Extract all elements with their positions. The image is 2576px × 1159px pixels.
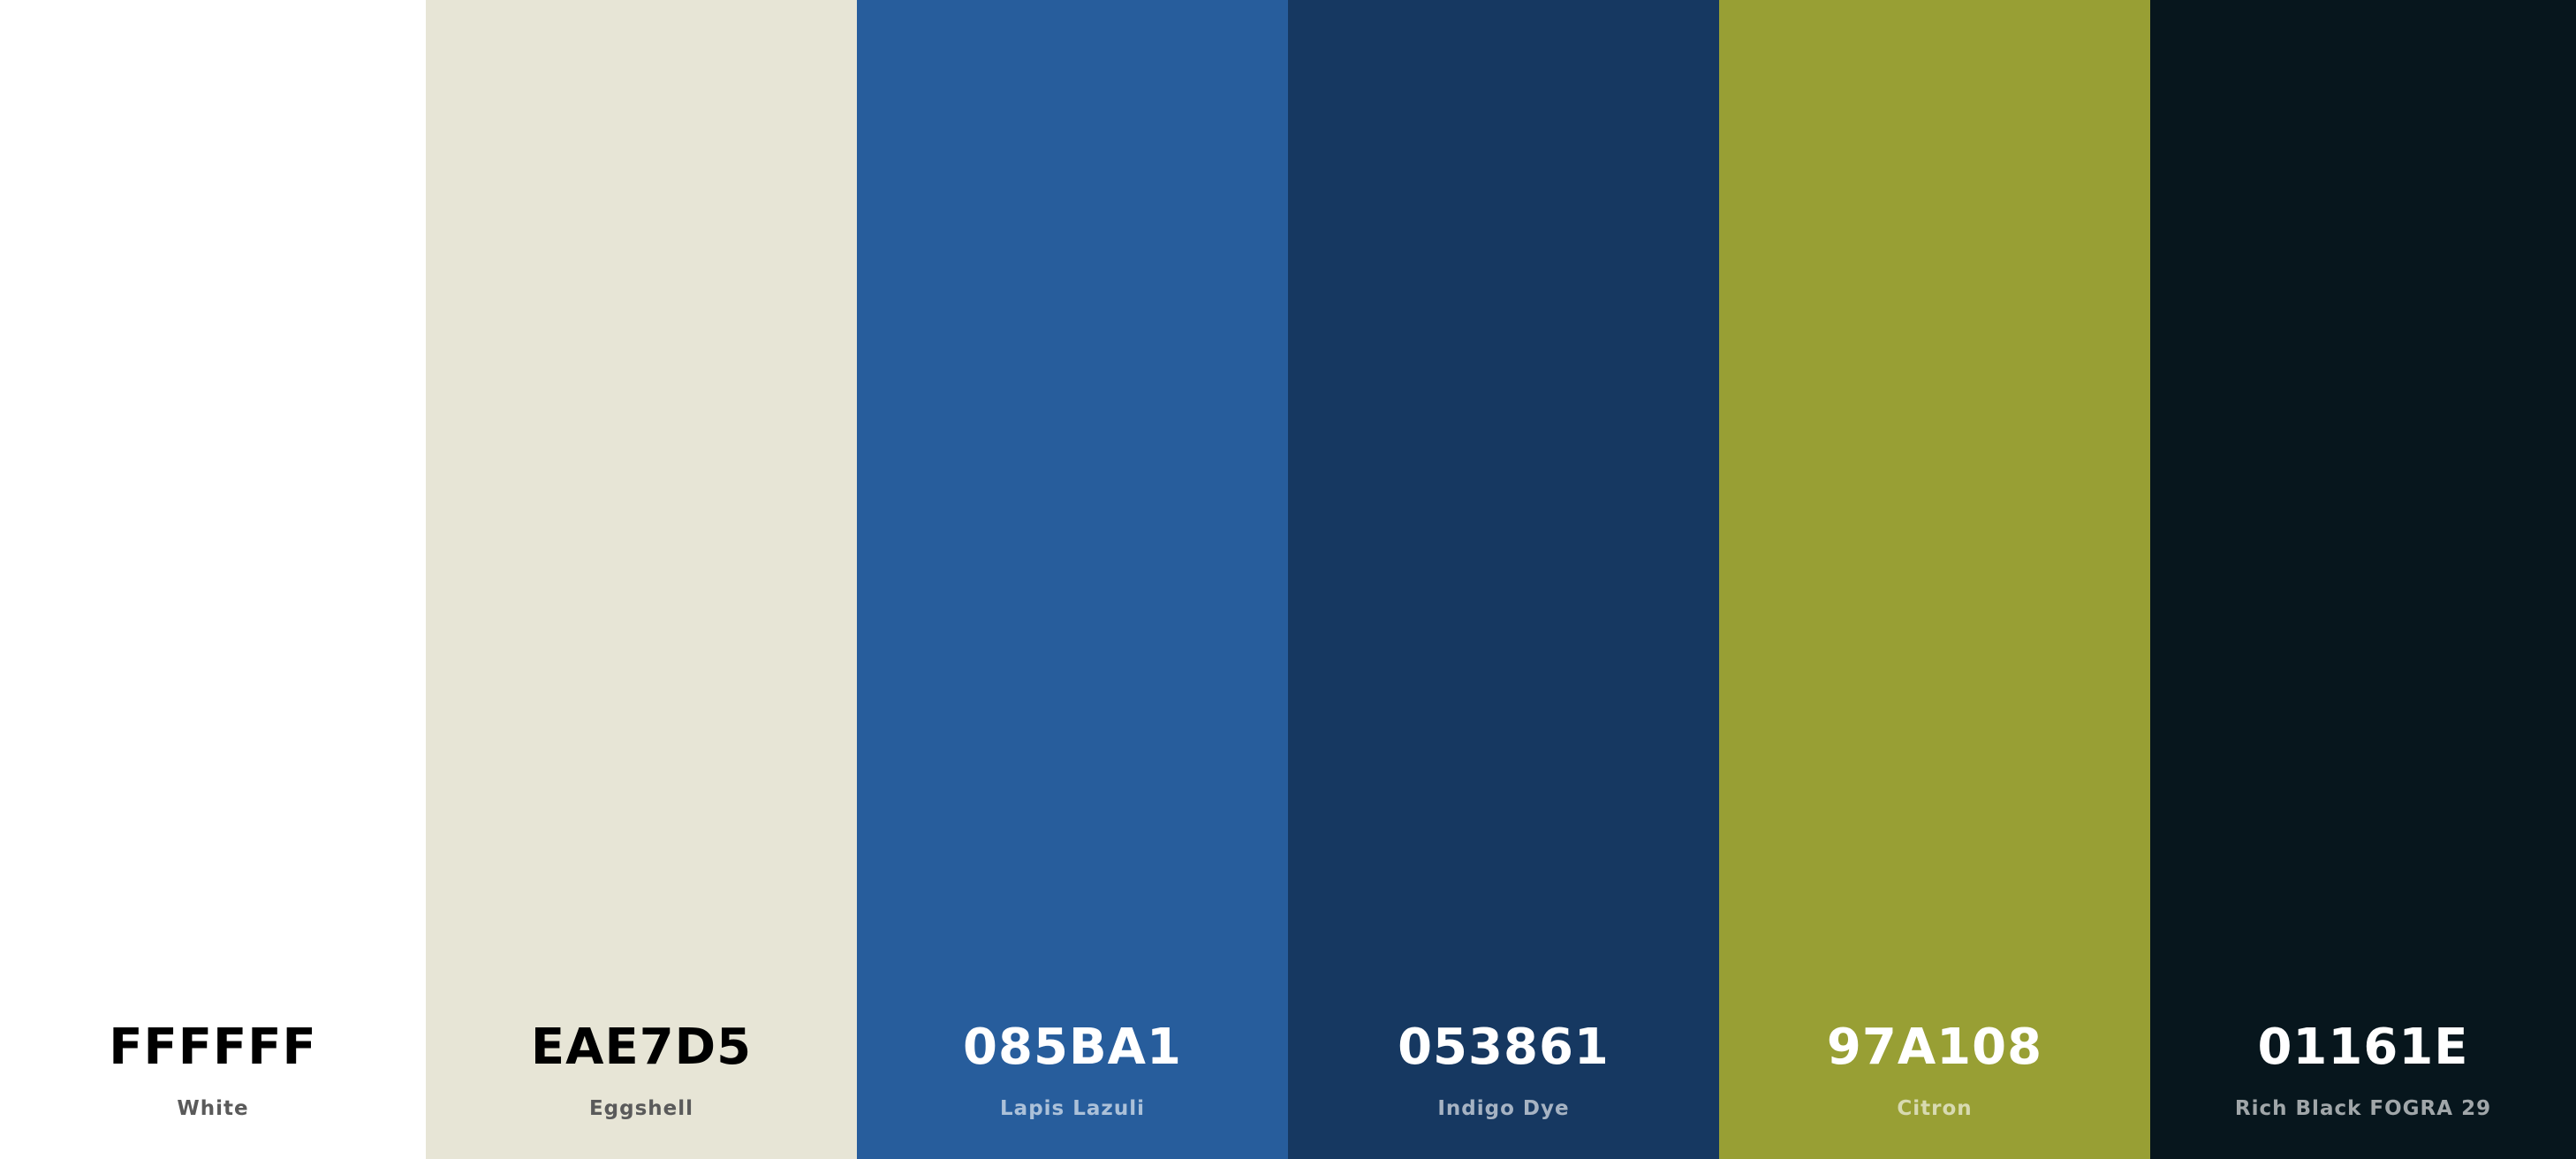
swatch-color-name: Citron [1897, 1097, 1973, 1120]
swatch-hex-code: FFFFFF [109, 1019, 317, 1076]
swatch-hex-code: EAE7D5 [530, 1019, 753, 1076]
swatch-color-name: White [177, 1097, 249, 1120]
swatch-hex-code: 97A108 [1826, 1019, 2043, 1076]
swatch-hex-code: 053861 [1398, 1019, 1610, 1076]
swatch-indigo-dye[interactable]: 053861 Indigo Dye [1288, 0, 1719, 1159]
swatch-rich-black-fogra-29[interactable]: 01161E Rich Black FOGRA 29 [2150, 0, 2576, 1159]
swatch-citron[interactable]: 97A108 Citron [1719, 0, 2150, 1159]
swatch-white[interactable]: FFFFFF White [0, 0, 426, 1159]
swatch-eggshell[interactable]: EAE7D5 Eggshell [426, 0, 857, 1159]
swatch-color-name: Lapis Lazuli [1000, 1097, 1145, 1120]
swatch-hex-code: 01161E [2257, 1019, 2469, 1076]
swatch-color-name: Indigo Dye [1437, 1097, 1570, 1120]
swatch-color-name: Eggshell [588, 1097, 694, 1120]
swatch-color-name: Rich Black FOGRA 29 [2234, 1097, 2492, 1120]
swatch-hex-code: 085BA1 [963, 1019, 1182, 1076]
swatch-lapis-lazuli[interactable]: 085BA1 Lapis Lazuli [857, 0, 1288, 1159]
